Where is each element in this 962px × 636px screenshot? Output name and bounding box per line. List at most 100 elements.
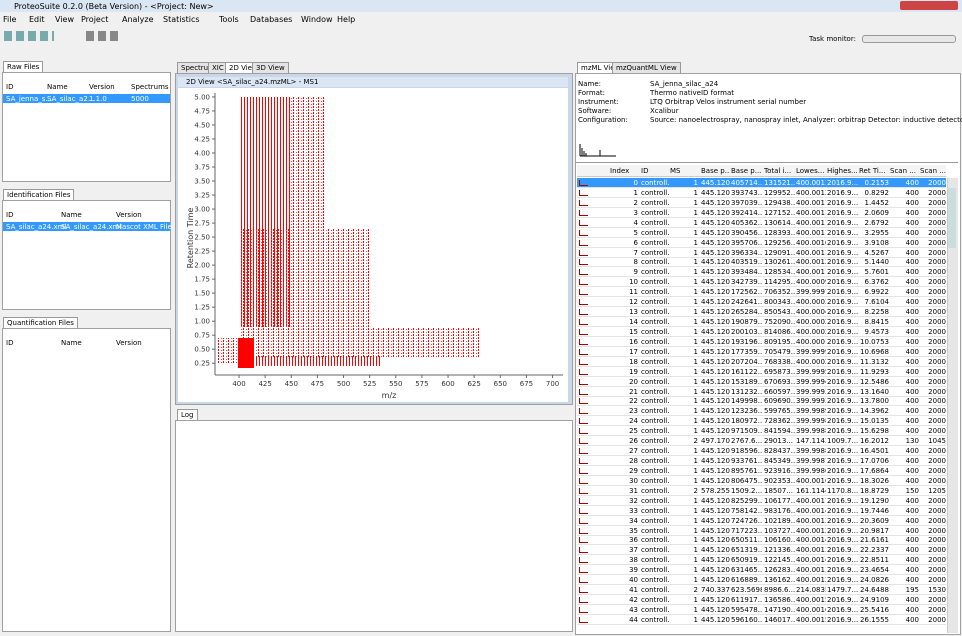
table-row[interactable]	[577, 208, 946, 218]
window-controls[interactable]	[900, 1, 958, 10]
menu-item[interactable]: File	[3, 15, 17, 24]
table-row[interactable]	[577, 396, 946, 407]
quantification-tab[interactable]: Quantification Files	[3, 317, 78, 328]
toolbar-edit[interactable]	[86, 31, 122, 41]
task-progress	[862, 35, 956, 43]
table-cell: 2016.9...	[827, 258, 858, 267]
table-row[interactable]	[577, 456, 946, 467]
menu-item[interactable]: Help	[337, 15, 356, 24]
table-row[interactable]	[577, 198, 946, 208]
y-tick-label: 2.50	[194, 234, 210, 242]
table-row[interactable]	[577, 228, 946, 238]
menu-item[interactable]: Statistics	[163, 15, 200, 24]
table-row[interactable]	[577, 317, 946, 328]
table-row[interactable]	[577, 267, 946, 278]
x-tick-label: 450	[285, 380, 298, 388]
table-row[interactable]	[577, 595, 946, 606]
menu-item[interactable]: Tools	[219, 15, 239, 24]
table-row[interactable]	[577, 476, 946, 486]
menu-item[interactable]: View	[55, 15, 74, 24]
table-row[interactable]	[577, 238, 946, 248]
table-row[interactable]	[577, 357, 946, 367]
table-row[interactable]	[577, 218, 946, 228]
table-row[interactable]	[577, 287, 946, 298]
table-cell: 19.7446	[860, 506, 889, 515]
file-row[interactable]	[3, 222, 170, 231]
file-row[interactable]	[3, 94, 170, 103]
table-cell: controll...	[641, 377, 669, 386]
table-cell: 26.1555	[860, 615, 889, 624]
scrollbar-thumb[interactable]	[948, 188, 956, 248]
table-row[interactable]	[577, 585, 946, 596]
table-row[interactable]	[577, 555, 946, 566]
table-row[interactable]	[577, 416, 946, 427]
log-tab[interactable]: Log	[177, 409, 198, 420]
table-cell: 445.1200	[701, 238, 730, 247]
table-row[interactable]	[577, 178, 946, 188]
table-cell: 1	[693, 566, 698, 575]
menu-item[interactable]: Databases	[250, 15, 293, 24]
table-cell: 445.1200	[701, 596, 730, 605]
row-icon	[579, 467, 588, 474]
table-row[interactable]	[577, 347, 946, 357]
table-cell: controll...	[641, 427, 669, 436]
table-row[interactable]	[577, 526, 946, 536]
identification-tab[interactable]: Identification Files	[3, 189, 75, 200]
table-row[interactable]	[577, 426, 946, 437]
table-row[interactable]	[577, 188, 946, 198]
table-row[interactable]	[577, 406, 946, 417]
table-row[interactable]	[577, 446, 946, 457]
menu-item[interactable]: Project	[81, 15, 109, 24]
table-row[interactable]	[577, 277, 946, 288]
table-row[interactable]	[577, 535, 946, 546]
tab[interactable]: mzQuantML View	[612, 62, 681, 73]
table-row[interactable]	[577, 377, 946, 387]
table-row[interactable]	[577, 337, 946, 347]
table-cell: 13	[629, 308, 638, 317]
table-row[interactable]	[577, 545, 946, 556]
table-cell: 2000	[928, 556, 946, 565]
table-cell: 29013...	[764, 437, 793, 446]
table-cell: 3.2955	[864, 228, 890, 237]
table-row[interactable]	[577, 565, 946, 576]
table-row[interactable]	[577, 367, 946, 377]
plot: 400 425 450 475 500 525 550 575 600 625 650 675 700 0…	[178, 88, 568, 402]
table-cell: 1	[693, 526, 698, 535]
table-row[interactable]	[577, 297, 946, 308]
column-header: ID	[6, 339, 14, 347]
table-cell: 18507...	[764, 486, 793, 495]
table-cell: controll...	[641, 308, 669, 317]
table-row[interactable]	[577, 327, 946, 337]
menu-item[interactable]: Analyze	[122, 15, 154, 24]
table-row[interactable]	[577, 486, 946, 496]
menu-item[interactable]: Window	[301, 15, 333, 24]
table-row[interactable]	[577, 575, 946, 586]
table-cell: 1	[693, 417, 698, 426]
menu-item[interactable]: Edit	[29, 15, 45, 24]
table-row[interactable]	[577, 257, 946, 268]
table-row[interactable]	[577, 466, 946, 476]
table-row[interactable]	[577, 436, 946, 447]
table-row[interactable]	[577, 307, 946, 318]
table-row[interactable]	[577, 248, 946, 258]
table-cell: 2000	[928, 457, 946, 466]
table-row[interactable]	[577, 506, 946, 516]
table-cell: 399.9986	[796, 466, 826, 475]
raw-files-panel: ID Name Version Spectrums SA_jenna_s... SA_si…	[2, 72, 171, 182]
table-cell: 136162...	[764, 576, 795, 585]
table-row[interactable]	[577, 496, 946, 506]
table-row[interactable]	[577, 615, 946, 625]
table-cell: 106160...	[764, 536, 795, 545]
table-cell: 16.2012	[860, 437, 889, 446]
scrollbar[interactable]	[947, 178, 958, 633]
row-icon	[579, 597, 588, 604]
tab[interactable]: 3D View	[252, 62, 289, 73]
toolbar[interactable]	[4, 31, 54, 41]
table-row[interactable]	[577, 605, 946, 615]
raw-files-tab[interactable]: Raw Files	[3, 61, 44, 72]
table-cell: 445.1200	[701, 248, 730, 257]
table-row[interactable]	[577, 516, 946, 526]
table-row[interactable]	[577, 387, 946, 397]
